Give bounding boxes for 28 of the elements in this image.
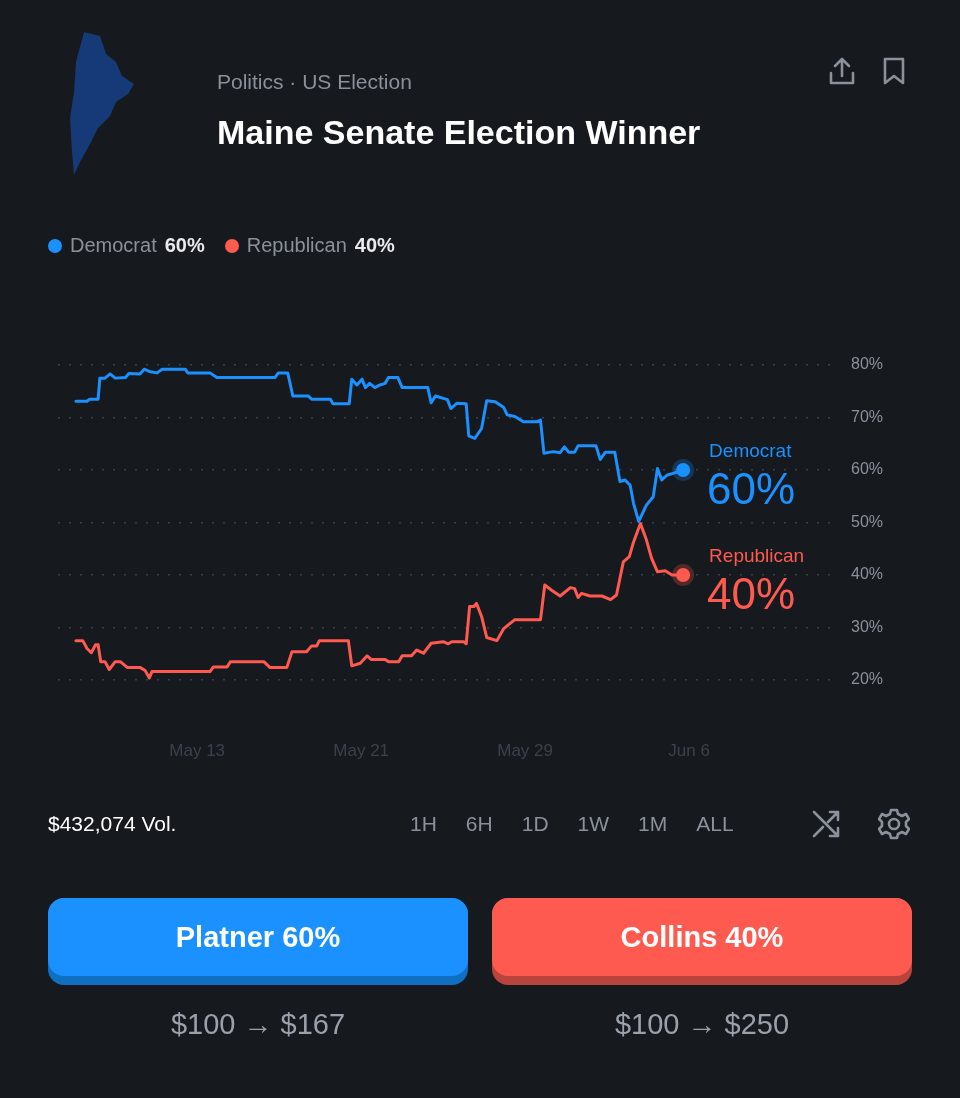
text: Republican [709, 545, 805, 567]
text: ALL [696, 812, 734, 836]
text: Collins 40% [492, 898, 912, 976]
text: 60% [164, 234, 205, 256]
legend-label: Republican [246, 234, 347, 257]
text: $100 → $167 [169, 1008, 347, 1041]
text: 40% [354, 234, 395, 256]
y-tick-label: 60% [851, 460, 884, 478]
y-tick-label: 20% [851, 670, 884, 688]
text: Democrat [709, 440, 792, 462]
legend-label: Democrat [70, 234, 157, 257]
text: $432,074 Vol. [48, 812, 177, 836]
text: 1W [577, 812, 610, 836]
text: 1H [410, 812, 437, 836]
y-tick-label: 80% [851, 355, 884, 373]
data-label: 40% [707, 569, 796, 619]
text: 6H [465, 812, 493, 836]
chart-subtitle: Politics · US Election [217, 70, 412, 94]
text: 1M [638, 812, 668, 836]
y-tick-label: 50% [851, 512, 884, 530]
chart-title: Maine Senate Election Winner [217, 113, 701, 152]
y-tick-label: 40% [851, 565, 884, 583]
text: 1D [521, 812, 549, 836]
data-label: 60% [707, 464, 796, 514]
text: $100 → $250 [613, 1008, 791, 1041]
y-tick-label: 30% [851, 617, 884, 635]
y-tick-label: 70% [851, 407, 884, 425]
text: Platner 60% [48, 898, 468, 976]
